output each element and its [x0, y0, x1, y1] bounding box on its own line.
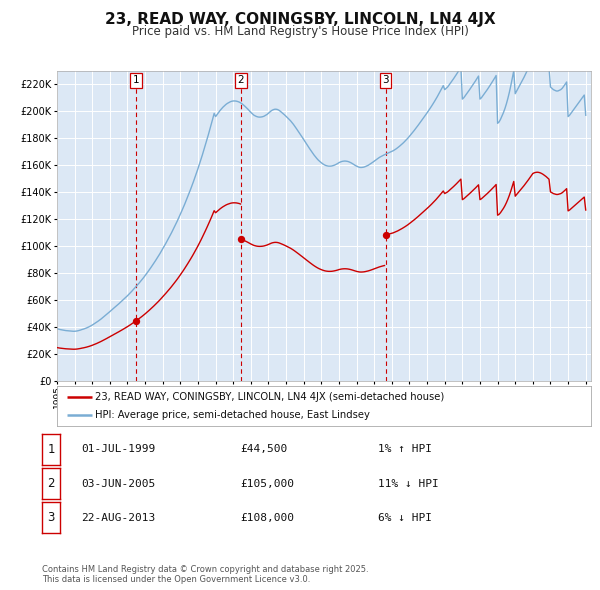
- Text: 3: 3: [47, 511, 55, 525]
- Point: [236, 234, 245, 244]
- Text: 23, READ WAY, CONINGSBY, LINCOLN, LN4 4JX: 23, READ WAY, CONINGSBY, LINCOLN, LN4 4J…: [104, 12, 496, 27]
- Point: [381, 230, 391, 240]
- Text: 1: 1: [47, 442, 55, 456]
- Text: 03-JUN-2005: 03-JUN-2005: [81, 478, 155, 489]
- Text: 2: 2: [47, 477, 55, 490]
- Point: [131, 316, 141, 325]
- Text: 11% ↓ HPI: 11% ↓ HPI: [378, 478, 439, 489]
- Text: 01-JUL-1999: 01-JUL-1999: [81, 444, 155, 454]
- Text: 22-AUG-2013: 22-AUG-2013: [81, 513, 155, 523]
- Text: £108,000: £108,000: [240, 513, 294, 523]
- Text: Price paid vs. HM Land Registry's House Price Index (HPI): Price paid vs. HM Land Registry's House …: [131, 25, 469, 38]
- Text: 1% ↑ HPI: 1% ↑ HPI: [378, 444, 432, 454]
- Text: 23, READ WAY, CONINGSBY, LINCOLN, LN4 4JX (semi-detached house): 23, READ WAY, CONINGSBY, LINCOLN, LN4 4J…: [95, 392, 445, 402]
- Text: 1: 1: [133, 76, 140, 86]
- Text: £105,000: £105,000: [240, 478, 294, 489]
- Text: £44,500: £44,500: [240, 444, 287, 454]
- Text: 3: 3: [382, 76, 389, 86]
- Text: Contains HM Land Registry data © Crown copyright and database right 2025.
This d: Contains HM Land Registry data © Crown c…: [42, 565, 368, 584]
- Text: HPI: Average price, semi-detached house, East Lindsey: HPI: Average price, semi-detached house,…: [95, 409, 370, 419]
- Text: 6% ↓ HPI: 6% ↓ HPI: [378, 513, 432, 523]
- Text: 2: 2: [238, 76, 244, 86]
